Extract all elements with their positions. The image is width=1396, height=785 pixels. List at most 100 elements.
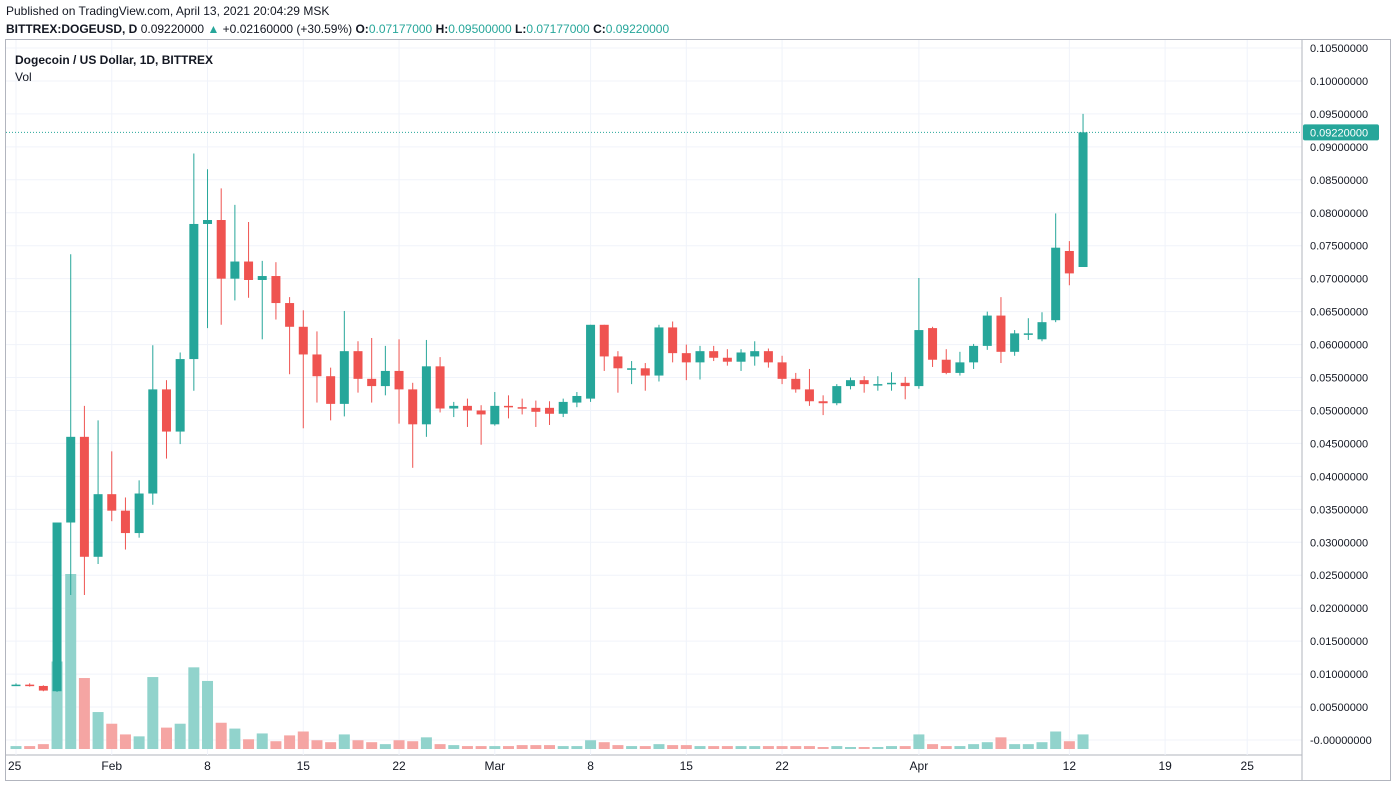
grid	[6, 40, 1302, 756]
volume-bar	[78, 678, 90, 749]
last-price-line: 0.09220000	[6, 124, 1379, 141]
price-axis[interactable]: 0.10500000 0.10000000 0.09500000 0.09000000…	[1301, 40, 1372, 780]
candle-body	[558, 401, 568, 414]
volume-bar	[420, 737, 432, 749]
x-tick-label: 8	[587, 759, 594, 773]
candle-body	[503, 405, 513, 408]
y-tick-label: 0.10000000	[1310, 76, 1368, 88]
volume-legend: Vol	[15, 70, 32, 84]
volume-bar	[461, 746, 473, 749]
candle-body	[928, 328, 938, 360]
volume-bar	[844, 747, 856, 749]
x-tick-label: Mar	[484, 759, 505, 773]
y-tick-label: 0.09000000	[1310, 142, 1368, 154]
volume-bar	[24, 746, 36, 749]
y-tick-label: 0.02500000	[1310, 570, 1368, 582]
candle-body	[298, 326, 308, 355]
y-tick-label: -0.00000000	[1310, 735, 1372, 747]
volume-bar	[202, 680, 214, 749]
candle-body	[380, 370, 390, 387]
candle-body	[216, 220, 226, 279]
y-tick-label: 0.07000000	[1310, 274, 1368, 286]
y-tick-label: 0.01500000	[1310, 636, 1368, 648]
volume-bar	[1050, 731, 1062, 749]
change-value: +0.02160000 (+30.59%)	[222, 22, 353, 36]
candle-body	[832, 386, 842, 404]
volume-bar	[133, 736, 145, 749]
candle-body	[107, 494, 117, 511]
candle-body	[134, 493, 144, 534]
volume-bar	[858, 747, 870, 749]
candle-body	[394, 370, 404, 390]
candle-body	[38, 685, 48, 691]
volume-bar	[571, 746, 583, 749]
volume-bar	[516, 745, 528, 749]
candle-body	[1078, 132, 1088, 268]
volume-bar	[940, 746, 952, 749]
last-price-badge-label: 0.09220000	[1310, 127, 1368, 139]
candle-body	[722, 357, 732, 362]
candle-body	[1037, 322, 1047, 340]
volume-bar	[160, 727, 172, 749]
candle-body	[148, 389, 158, 494]
candle-body	[408, 389, 418, 425]
volume-bar	[502, 746, 514, 749]
volume-bar	[899, 746, 911, 749]
high-label: H:	[435, 22, 449, 36]
candle-body	[435, 366, 445, 409]
candle-body	[777, 362, 787, 379]
low-value: 0.07177000	[526, 22, 590, 36]
volume-bar	[311, 740, 323, 749]
candle-body	[449, 405, 459, 409]
y-tick-label: 0.02000000	[1310, 603, 1368, 615]
time-axis[interactable]: 25 Feb 8 15 22 Mar 8 15 22 Apr 12 19 25	[8, 759, 1254, 773]
candle-body	[640, 368, 650, 376]
volume-bar	[188, 667, 200, 749]
volume-bar	[256, 733, 268, 749]
x-tick-label: 15	[297, 759, 311, 773]
volume-bar	[790, 746, 802, 749]
y-tick-label: 0.01000000	[1310, 669, 1368, 681]
candle-body	[244, 261, 254, 280]
candle-body	[791, 378, 801, 390]
candle-body	[859, 380, 869, 385]
candle-body	[79, 436, 89, 557]
candle-body	[545, 407, 555, 414]
candle-body	[66, 436, 76, 523]
candle-body	[709, 351, 719, 358]
volume-bar	[65, 574, 77, 749]
volume-bar	[530, 745, 542, 749]
candle-body	[736, 352, 746, 362]
candle-body	[572, 395, 582, 403]
chart-legend-title: Dogecoin / US Dollar, 1D, BITTREX	[15, 53, 214, 67]
volume-bar	[667, 745, 679, 749]
volume-bar	[708, 746, 720, 749]
candle-body	[11, 684, 21, 687]
volume-bar	[653, 744, 665, 749]
volume-bar	[379, 744, 391, 749]
x-tick-label: 25	[1241, 759, 1255, 773]
volume-bar	[407, 741, 419, 749]
candle-body	[996, 315, 1006, 352]
candle-body	[763, 351, 773, 363]
volume-bar	[393, 740, 405, 749]
candle-body	[203, 220, 213, 224]
y-tick-label: 0.03000000	[1310, 537, 1368, 549]
volume-bar	[119, 734, 131, 749]
volume-bar	[544, 745, 556, 749]
x-tick-label: 22	[775, 759, 789, 773]
volume-bar	[776, 746, 788, 749]
x-tick-label: Feb	[101, 759, 122, 773]
volume-bar	[1063, 741, 1075, 749]
volume-bar	[927, 744, 939, 749]
candle-body	[941, 359, 951, 373]
volume-bar	[585, 740, 597, 749]
volume-bar	[762, 746, 774, 749]
volume-bar	[51, 661, 63, 749]
change-arrow-icon: ▲	[207, 22, 220, 36]
candle-body	[1010, 333, 1020, 352]
volume-bar	[749, 746, 761, 749]
candle-body	[476, 410, 486, 415]
candle-body	[490, 405, 500, 425]
